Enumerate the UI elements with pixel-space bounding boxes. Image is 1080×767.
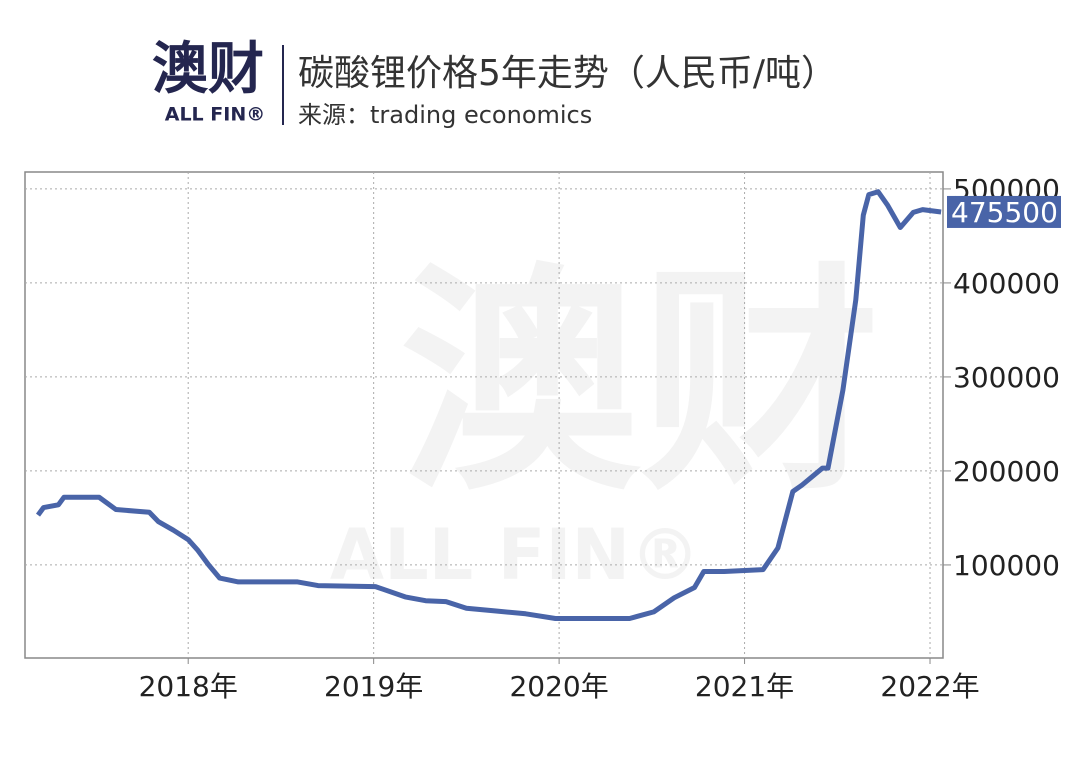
x-tick-label: 2018年	[139, 670, 238, 703]
y-tick-label: 200000	[953, 455, 1060, 488]
subtitle: 来源：trading economics	[298, 101, 592, 129]
x-tick-label: 2021年	[695, 670, 794, 703]
y-tick-label: 100000	[953, 549, 1060, 582]
title: 碳酸锂价格5年走势（人民币/吨）	[298, 53, 837, 94]
x-tick-label: 2022年	[880, 670, 979, 703]
x-tick-label: 2019年	[324, 670, 423, 703]
watermark: 澳财	[400, 243, 880, 523]
x-tick-label: 2020年	[509, 670, 608, 703]
value-label-box	[947, 195, 1061, 228]
logo-en: ALL FIN®	[165, 104, 265, 126]
line	[35, 189, 942, 621]
logo: 澳财	[152, 37, 264, 102]
value-label: 475500	[951, 196, 1058, 229]
y-tick-label: 400000	[953, 267, 1060, 300]
plot-frame	[24, 171, 944, 659]
watermark-en: ALL FIN®	[330, 514, 700, 596]
y-tick-label: 300000	[953, 361, 1060, 394]
